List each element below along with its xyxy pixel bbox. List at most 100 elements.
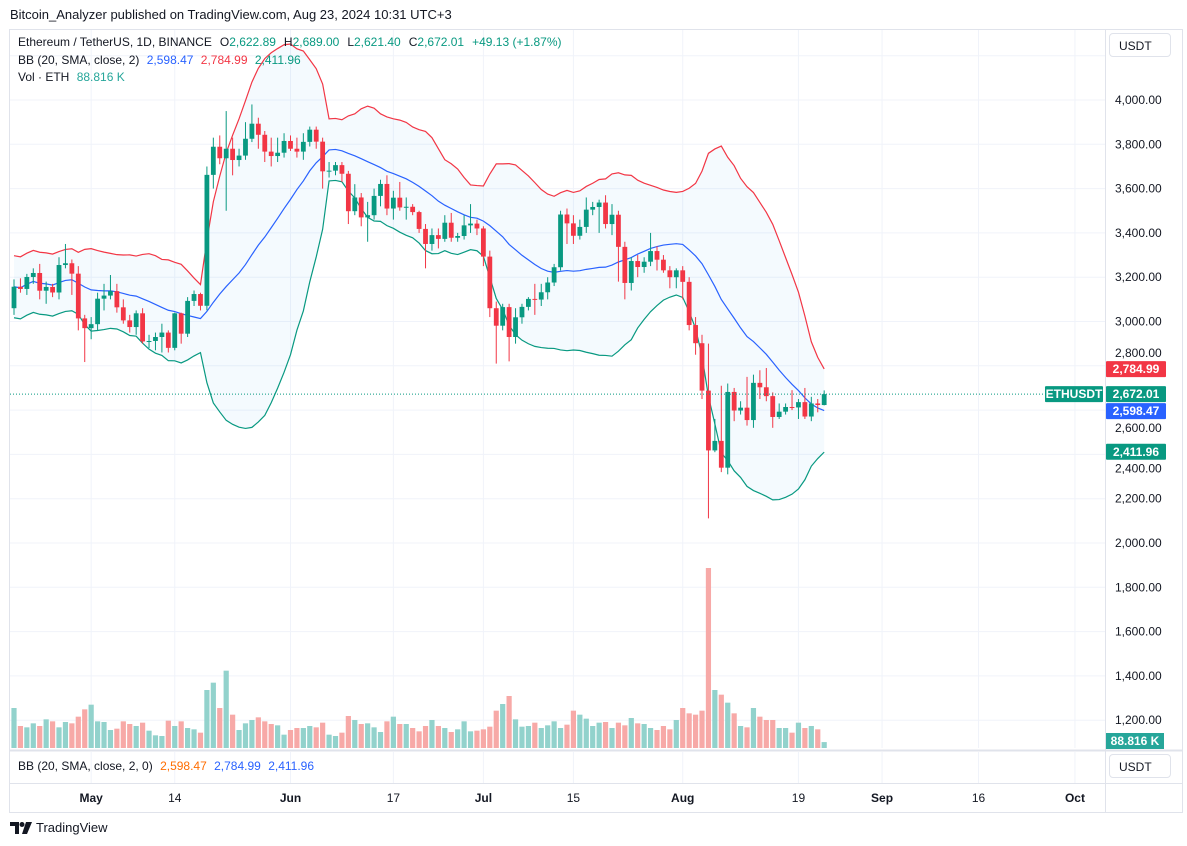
volume-bar xyxy=(673,720,679,748)
candle xyxy=(300,133,306,160)
volume-bar xyxy=(487,726,493,748)
bollinger-band-fill xyxy=(14,44,825,500)
symbol-name[interactable]: Ethereum / TetherUS, 1D, BINANCE xyxy=(18,35,212,49)
candle xyxy=(558,210,563,271)
price-axis: 2,784.99 2,672.01 ETHUSDT 2,598.47 2,411.96 8… xyxy=(1045,93,1166,749)
candle xyxy=(352,184,358,216)
volume-bar xyxy=(783,728,789,748)
candle xyxy=(526,297,531,311)
volume-bar xyxy=(107,730,114,748)
candle xyxy=(487,250,493,318)
low-value: 2,621.40 xyxy=(354,35,401,49)
lower-pane-legend[interactable]: BB (20, SMA, close, 2, 0) 2,598.47 2,784… xyxy=(18,759,318,773)
candle-body xyxy=(583,209,589,227)
bb-lower-value: 2,411.96 xyxy=(254,53,301,67)
time-tick-label: 19 xyxy=(792,791,806,805)
candle xyxy=(545,277,551,300)
time-tick-label: Sep xyxy=(871,791,893,805)
volume-label: Vol · ETH xyxy=(18,70,70,84)
volume-bar xyxy=(365,723,371,748)
volume-bar xyxy=(397,724,403,748)
bollinger-upper-line xyxy=(13,43,825,370)
tradingview-logo-text: TradingView xyxy=(36,820,108,835)
candle-body xyxy=(294,148,300,152)
candle-body xyxy=(480,228,486,257)
candle-body xyxy=(661,259,666,271)
candle xyxy=(590,201,596,216)
lower-pane-unit-button[interactable]: USDT xyxy=(1109,754,1171,778)
volume-bar xyxy=(467,731,474,748)
candle-body xyxy=(686,281,692,326)
price-unit-button[interactable]: USDT xyxy=(1109,33,1171,57)
candle-body xyxy=(333,165,338,171)
candle xyxy=(493,301,499,364)
candle-body xyxy=(796,402,801,408)
candle-body xyxy=(114,291,120,308)
volume-bar xyxy=(590,726,596,748)
candle xyxy=(236,148,242,167)
candle-body xyxy=(763,387,769,397)
candle-body xyxy=(551,267,557,283)
candle xyxy=(577,219,583,240)
volume-bar xyxy=(101,722,107,748)
bb-legend[interactable]: BB (20, SMA, close, 2) 2,598.47 2,784.99… xyxy=(18,53,305,67)
candle-body xyxy=(461,225,467,237)
candle xyxy=(699,334,705,400)
volume-bar xyxy=(815,729,821,748)
volume-bar xyxy=(223,670,229,748)
tradingview-logo[interactable]: TradingView xyxy=(10,820,108,835)
candle xyxy=(307,126,313,147)
close-label: C xyxy=(408,35,418,49)
candle-body xyxy=(365,215,371,218)
volume-bar xyxy=(49,721,56,748)
candle xyxy=(88,317,94,340)
low-label: L xyxy=(347,35,354,49)
candle-body xyxy=(545,282,551,293)
high-value: 2,689.00 xyxy=(292,35,340,49)
volume-bar xyxy=(56,727,62,748)
candle xyxy=(551,263,557,287)
candle-body xyxy=(307,129,313,142)
volume-bar xyxy=(281,734,287,748)
candle-body xyxy=(526,298,531,307)
candle xyxy=(712,418,718,453)
candle xyxy=(371,188,377,220)
candle-body xyxy=(268,151,274,157)
candle-body xyxy=(358,197,364,218)
volume-legend[interactable]: Vol · ETH 88.816 K xyxy=(18,70,129,84)
price-tick-label: 2,000.00 xyxy=(1115,536,1162,550)
volume-bar xyxy=(287,730,294,748)
volume-bar xyxy=(538,728,544,748)
time-tick-label: 16 xyxy=(972,791,986,805)
symbol-price-label: ETHUSDT xyxy=(1046,387,1103,401)
candle-body xyxy=(609,214,615,225)
candle-body xyxy=(11,286,17,309)
price-tick-label: 3,200.00 xyxy=(1115,270,1162,284)
candle xyxy=(500,303,506,331)
volume-bar xyxy=(88,704,94,748)
candle-body xyxy=(63,263,68,266)
time-tick-label: May xyxy=(79,791,103,805)
candle-body xyxy=(577,226,583,236)
volume-bar xyxy=(686,713,692,748)
volume-bar xyxy=(429,720,435,748)
candle-body xyxy=(18,286,23,289)
candle xyxy=(339,162,345,182)
candle-body xyxy=(538,292,544,300)
open-label: O xyxy=(219,35,230,49)
candle xyxy=(808,396,814,422)
basis-price-label: 2,598.47 xyxy=(1113,404,1160,418)
candle-body xyxy=(429,235,435,244)
candle-body xyxy=(75,273,81,319)
volume-bar xyxy=(712,690,718,748)
candle-body xyxy=(339,165,345,174)
volume-bar xyxy=(744,727,750,748)
candle-body xyxy=(699,343,705,391)
candle-body xyxy=(371,195,377,216)
candle-body xyxy=(153,337,158,341)
candle-body xyxy=(706,390,711,451)
candle-body xyxy=(757,382,763,388)
price-tick-label: 4,000.00 xyxy=(1115,93,1162,107)
volume-bar xyxy=(178,721,184,748)
